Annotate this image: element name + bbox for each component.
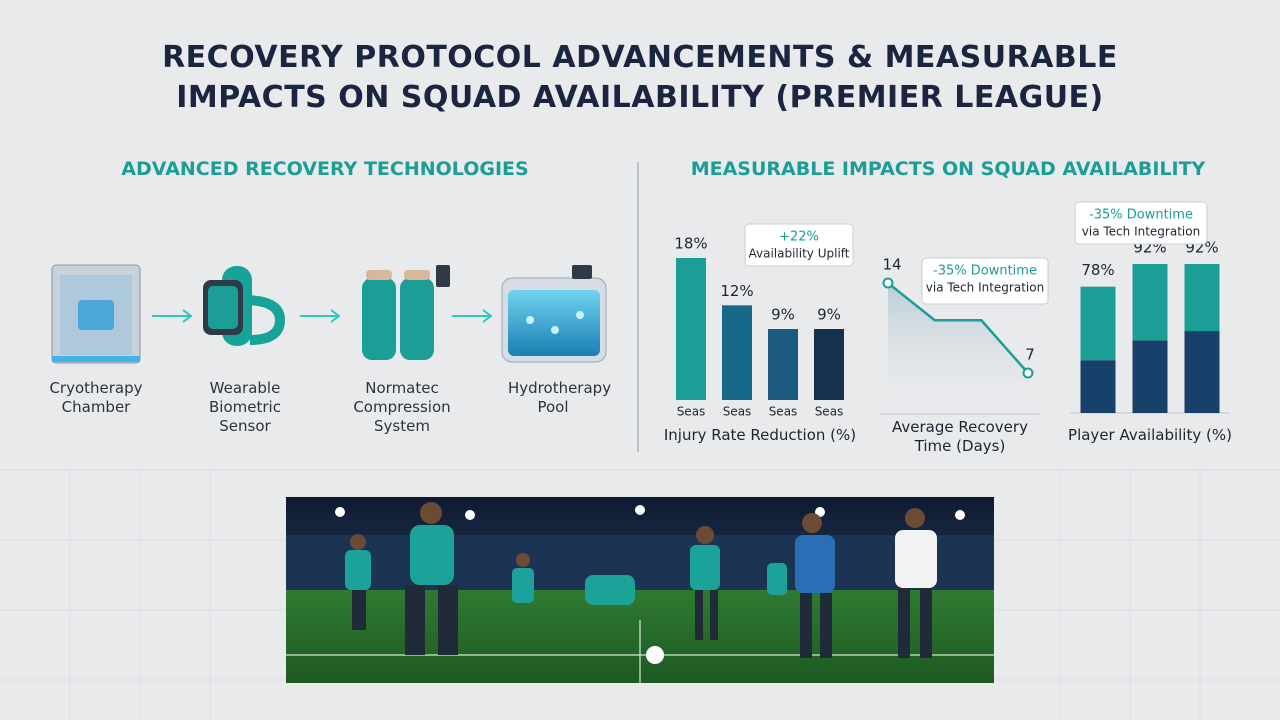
value-label: 9% (771, 306, 795, 324)
annotation-text: via Tech Integration (1082, 225, 1200, 239)
annotation-text: -35% Downtime (1089, 208, 1193, 223)
bar (814, 329, 844, 400)
chart-title: Injury Rate Reduction (%) (663, 426, 857, 444)
value-label: 12% (720, 282, 753, 300)
technology-label: Hydrotherapy Pool (508, 379, 612, 416)
value-label: 18% (674, 235, 707, 253)
bar-segment (1184, 331, 1220, 413)
area (888, 283, 1028, 414)
chart-title: Average Recovery Time (Days) (892, 418, 1028, 455)
point (1022, 367, 1034, 379)
bar (676, 258, 706, 400)
bar-segment (1132, 264, 1168, 341)
annotation-text: -35% Downtime (933, 264, 1037, 279)
x-tick-label: Seas (769, 405, 798, 419)
bar (768, 329, 798, 400)
technology-label: Cryotherapy Chamber (49, 379, 143, 416)
point (882, 277, 894, 289)
x-tick-label: Seas (677, 405, 706, 419)
compression-icon (362, 265, 450, 360)
technology-label: Wearable Biometric Sensor (209, 379, 281, 435)
section-heading: ADVANCED RECOVERY TECHNOLOGIES (121, 158, 529, 180)
value-label: 14 (882, 256, 901, 274)
value-label: 7 (1025, 346, 1035, 364)
bar-segment (1080, 286, 1116, 361)
flow-arrows (152, 309, 493, 323)
bar-segment (1184, 264, 1220, 332)
total-label: 78% (1081, 261, 1114, 279)
bar-segment (1132, 340, 1168, 413)
hydrotherapy-icon (501, 265, 607, 363)
bar-segment (1080, 360, 1116, 413)
annotation-text: Availability Uplift (748, 247, 849, 261)
bar (722, 305, 752, 400)
section-heading: MEASURABLE IMPACTS ON SQUAD AVAILABILITY (690, 158, 1206, 180)
wearable-icon (203, 266, 286, 346)
value-label: 9% (817, 306, 841, 324)
x-tick-label: Seas (723, 405, 752, 419)
annotation-box (744, 223, 854, 267)
annotation-text: via Tech Integration (926, 281, 1044, 295)
annotation-box (921, 257, 1049, 305)
annotation-text: +22% (779, 230, 819, 245)
x-tick-label: Seas (815, 405, 844, 419)
cryotherapy-icon (51, 264, 141, 364)
chart-title: Player Availability (%) (1068, 426, 1232, 444)
page-title: RECOVERY PROTOCOL ADVANCEMENTS & MEASURA… (162, 40, 1118, 115)
line (887, 282, 1029, 374)
technology-label: Normatec Compression System (353, 379, 451, 435)
annotation-box (1074, 201, 1208, 245)
team-photo (286, 497, 994, 683)
